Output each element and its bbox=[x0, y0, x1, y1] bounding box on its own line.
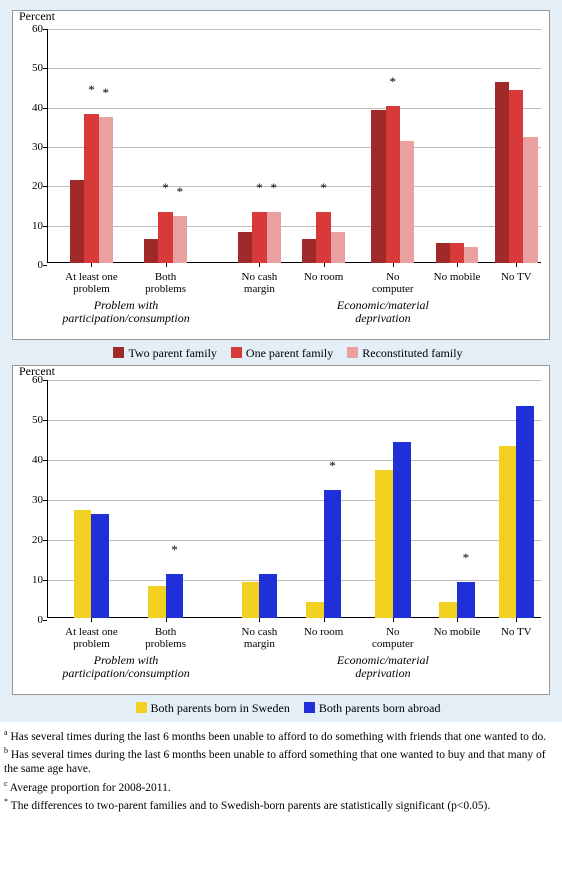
bar-one-parent-both-problems bbox=[158, 212, 172, 263]
legend-label-born-abroad: Both parents born abroad bbox=[319, 701, 441, 715]
chart-family-type: Percent 0102030405060********At least on… bbox=[12, 10, 550, 340]
significance-star: * bbox=[162, 180, 169, 196]
bar-born-sweden-at-least-one bbox=[74, 510, 92, 618]
bar-born-abroad-at-least-one bbox=[91, 514, 109, 618]
legend-label-born-sweden: Both parents born in Sweden bbox=[151, 701, 290, 715]
bar-one-parent-no-computer bbox=[386, 106, 400, 263]
significance-star: * bbox=[88, 82, 95, 98]
bar-one-parent-at-least-one bbox=[84, 114, 98, 263]
legend-parent-origin: Both parents born in Sweden Both parents … bbox=[4, 697, 558, 716]
x-category-label: No cashmargin bbox=[242, 626, 278, 650]
bar-two-parent-no-cash bbox=[238, 232, 252, 263]
bar-one-parent-no-room bbox=[316, 212, 330, 263]
bar-reconstituted-no-tv bbox=[523, 137, 537, 263]
x-category-label: No room bbox=[304, 271, 343, 283]
x-category-label: Nocomputer bbox=[372, 271, 414, 295]
legend-label-reconstituted: Reconstituted family bbox=[362, 346, 462, 360]
bar-two-parent-no-tv bbox=[495, 82, 509, 263]
footnote-marker: b bbox=[4, 746, 8, 755]
bar-two-parent-no-room bbox=[302, 239, 316, 263]
bar-born-sweden-no-mobile bbox=[439, 602, 457, 618]
footnote-marker: c bbox=[4, 779, 8, 788]
bar-born-sweden-no-computer bbox=[375, 470, 393, 618]
x-section-label: Problem withparticipation/consumption bbox=[62, 299, 189, 325]
x-category-label: Nocomputer bbox=[372, 626, 414, 650]
significance-star: * bbox=[177, 184, 184, 200]
bar-born-sweden-both-problems bbox=[148, 586, 166, 618]
significance-star: * bbox=[390, 74, 397, 90]
bar-born-abroad-no-tv bbox=[516, 406, 534, 618]
x-category-label: No room bbox=[304, 626, 343, 638]
x-category-label: No TV bbox=[501, 271, 532, 283]
legend-family-type: Two parent family One parent family Recons… bbox=[4, 342, 558, 361]
chart-parent-origin: Percent 0102030405060***At least oneprob… bbox=[12, 365, 550, 695]
bar-reconstituted-both-problems bbox=[173, 216, 187, 263]
y-axis-title: Percent bbox=[19, 9, 55, 24]
x-section-label: Problem withparticipation/consumption bbox=[62, 654, 189, 680]
bar-born-abroad-no-room bbox=[324, 490, 342, 618]
significance-star: * bbox=[103, 85, 110, 101]
bar-born-abroad-no-mobile bbox=[457, 582, 475, 618]
bar-born-abroad-no-computer bbox=[393, 442, 411, 618]
bar-born-sweden-no-room bbox=[306, 602, 324, 618]
bar-reconstituted-no-cash bbox=[267, 212, 281, 263]
bar-born-abroad-both-problems bbox=[166, 574, 184, 618]
legend-label-one-parent: One parent family bbox=[246, 346, 333, 360]
x-category-label: At least oneproblem bbox=[65, 271, 118, 295]
x-category-label: No mobile bbox=[434, 626, 481, 638]
footnotes: a Has several times during the last 6 mo… bbox=[0, 722, 562, 813]
x-section-label: Economic/materialdeprivation bbox=[337, 299, 429, 325]
bar-born-sweden-no-tv bbox=[499, 446, 517, 618]
significance-star: * bbox=[256, 180, 263, 196]
legend-swatch-one-parent bbox=[231, 347, 242, 358]
legend-label-two-parent: Two parent family bbox=[128, 346, 216, 360]
x-section-label: Economic/materialdeprivation bbox=[337, 654, 429, 680]
bar-one-parent-no-cash bbox=[252, 212, 266, 263]
bar-born-abroad-no-cash bbox=[259, 574, 277, 618]
bar-two-parent-no-computer bbox=[371, 110, 385, 263]
bar-reconstituted-no-room bbox=[331, 232, 345, 263]
x-category-label: No cashmargin bbox=[242, 271, 278, 295]
x-category-label: Bothproblems bbox=[145, 626, 186, 650]
footnote-marker: * bbox=[4, 797, 8, 806]
footnote: b Has several times during the last 6 mo… bbox=[4, 746, 556, 777]
significance-star: * bbox=[463, 550, 470, 566]
x-category-label: At least oneproblem bbox=[65, 626, 118, 650]
bar-two-parent-at-least-one bbox=[70, 180, 84, 263]
footnote-marker: a bbox=[4, 728, 8, 737]
legend-swatch-born-sweden bbox=[136, 702, 147, 713]
legend-swatch-reconstituted bbox=[347, 347, 358, 358]
significance-star: * bbox=[320, 180, 327, 196]
significance-star: * bbox=[171, 542, 178, 558]
significance-star: * bbox=[270, 180, 277, 196]
bar-two-parent-both-problems bbox=[144, 239, 158, 263]
bar-reconstituted-at-least-one bbox=[99, 117, 113, 263]
bar-reconstituted-no-mobile bbox=[464, 247, 478, 263]
legend-swatch-born-abroad bbox=[304, 702, 315, 713]
bar-two-parent-no-mobile bbox=[436, 243, 450, 263]
x-category-label: Bothproblems bbox=[145, 271, 186, 295]
x-category-label: No mobile bbox=[434, 271, 481, 283]
legend-swatch-two-parent bbox=[113, 347, 124, 358]
bar-one-parent-no-tv bbox=[509, 90, 523, 263]
figure-panel: Percent 0102030405060********At least on… bbox=[0, 0, 562, 722]
footnote: * The differences to two-parent families… bbox=[4, 797, 556, 813]
bar-reconstituted-no-computer bbox=[400, 141, 414, 263]
footnote: c Average proportion for 2008-2011. bbox=[4, 779, 556, 795]
significance-star: * bbox=[329, 458, 336, 474]
bar-born-sweden-no-cash bbox=[242, 582, 260, 618]
bar-one-parent-no-mobile bbox=[450, 243, 464, 263]
x-category-label: No TV bbox=[501, 626, 532, 638]
footnote: a Has several times during the last 6 mo… bbox=[4, 728, 556, 744]
